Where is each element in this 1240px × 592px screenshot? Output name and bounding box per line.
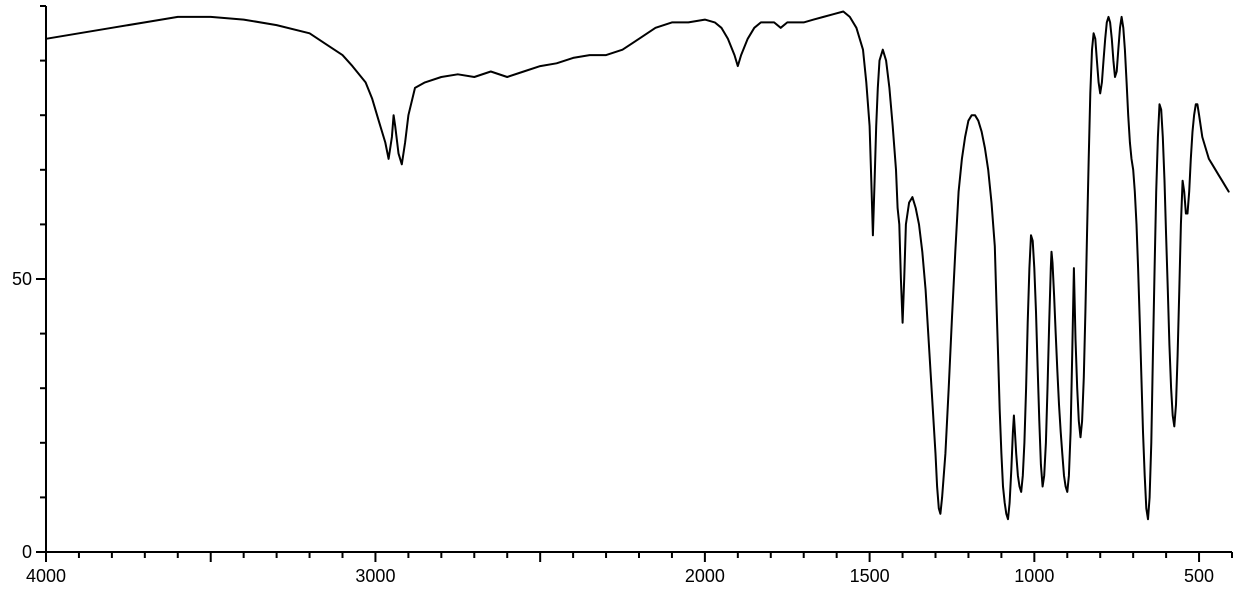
x-tick-label: 2000 bbox=[685, 566, 725, 586]
x-tick-label: 3000 bbox=[355, 566, 395, 586]
x-tick-label: 500 bbox=[1184, 566, 1214, 586]
x-tick-label: 4000 bbox=[26, 566, 66, 586]
y-tick-label: 0 bbox=[22, 542, 32, 562]
x-tick-label: 1500 bbox=[850, 566, 890, 586]
spectrum-line bbox=[46, 12, 1229, 520]
spectrum-chart: 4000 3000 2000 1500 1000 500 0 50 bbox=[0, 0, 1240, 592]
y-tick-label: 50 bbox=[12, 269, 32, 289]
x-tick-label: 1000 bbox=[1014, 566, 1054, 586]
